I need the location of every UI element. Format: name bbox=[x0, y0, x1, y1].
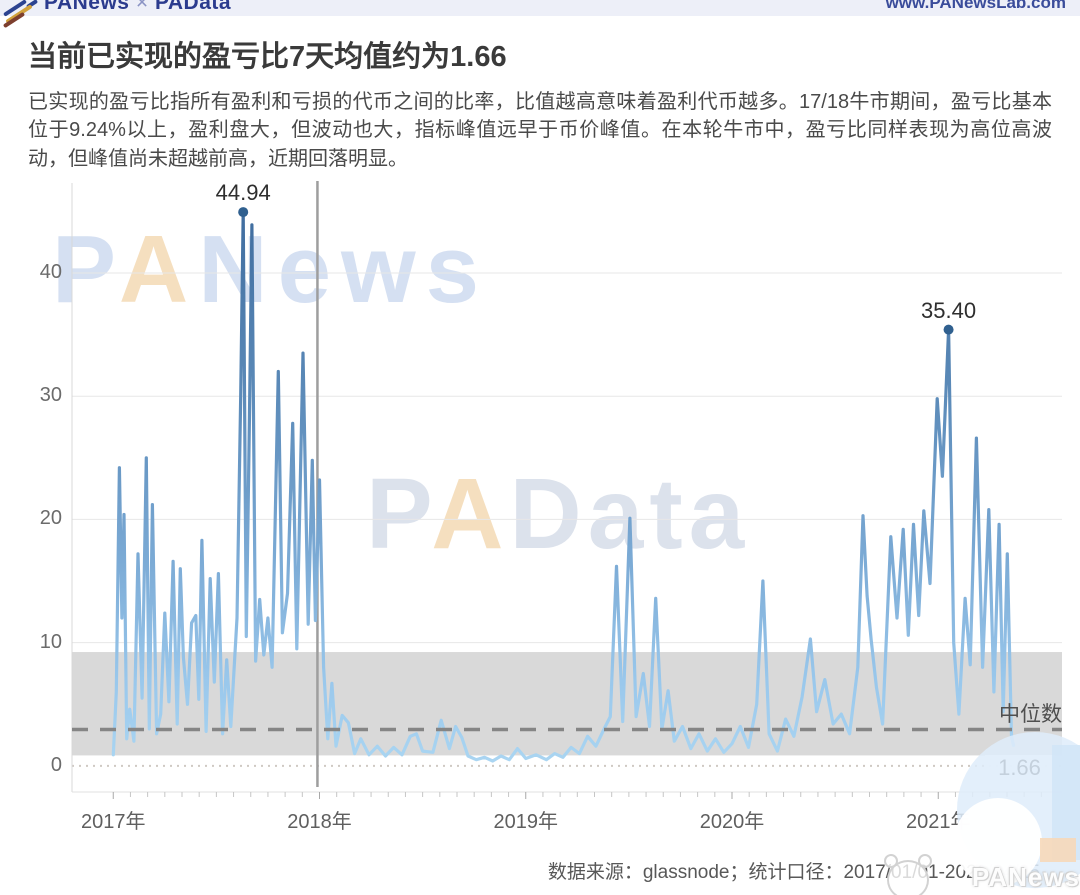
y-tick-label: 0 bbox=[50, 753, 62, 776]
ratio-line-chart bbox=[71, 181, 1062, 799]
current-value-annotation: 1.66 bbox=[984, 754, 1055, 781]
brand-panews: PANews bbox=[44, 0, 130, 14]
peak-annotation-2021: 35.40 bbox=[921, 297, 977, 323]
brand-stripes-icon bbox=[0, 0, 40, 29]
header-bar: PANews × PAData www.PANewsLab.com bbox=[0, 0, 1080, 16]
y-tick-label: 20 bbox=[39, 507, 62, 530]
watermark-letters: Data bbox=[509, 458, 751, 570]
page-description: 已实现的盈亏比指所有盈利和亏损的代币之间的比率，比值越高意味着盈利代币越多。17… bbox=[28, 91, 1052, 170]
peak-marker-dot bbox=[238, 207, 249, 218]
watermark-letter: A bbox=[431, 458, 510, 570]
brand-logo-text: PANews × PAData bbox=[44, 0, 231, 15]
watermark-letter: P bbox=[52, 216, 119, 323]
watermark-padata: PAData bbox=[366, 457, 750, 572]
site-url: www.PANewsLab.com bbox=[885, 0, 1066, 12]
data-source-note: 数据来源：glassnode；统计口径：2017/01/01-2021/04/2… bbox=[547, 862, 1040, 883]
peak-annotation-2017: 44.94 bbox=[215, 180, 271, 206]
watermark-letter: P bbox=[366, 458, 432, 570]
y-tick-label: 30 bbox=[39, 384, 62, 407]
watermark-letter: A bbox=[118, 216, 199, 323]
ratio-series-line bbox=[111, 210, 1016, 763]
x-tick-label: 2021年 bbox=[906, 811, 971, 833]
brand-padata: PAData bbox=[154, 0, 232, 14]
peak-marker-dot bbox=[943, 324, 954, 335]
x-tick-label: 2018年 bbox=[287, 811, 352, 833]
range-band bbox=[72, 652, 1062, 756]
brand-separator: × bbox=[135, 0, 149, 14]
x-tick-label: 2020年 bbox=[699, 811, 765, 833]
x-tick-label: 2017年 bbox=[81, 811, 146, 833]
y-tick-label: 10 bbox=[39, 630, 62, 653]
y-tick-label: 40 bbox=[39, 260, 62, 283]
chart-panel: PANews PAData 44.94 35.40 1.66 中位数 2017年… bbox=[0, 175, 1080, 845]
page-title: 当前已实现的盈亏比7天均值约为1.66 bbox=[28, 41, 507, 73]
x-tick-label: 2019年 bbox=[493, 811, 559, 833]
median-line-label: 中位数 bbox=[999, 703, 1062, 726]
